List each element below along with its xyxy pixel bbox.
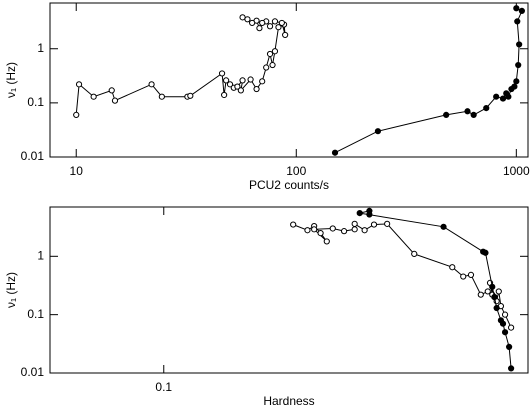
series-line xyxy=(334,7,523,154)
data-point xyxy=(249,19,256,27)
x-axis-label: Hardness xyxy=(263,394,314,407)
data-point xyxy=(73,111,80,118)
data-point xyxy=(263,64,270,71)
data-point xyxy=(90,93,97,100)
data-point xyxy=(491,293,498,301)
y-tick-label: 0.1 xyxy=(27,307,44,321)
data-point xyxy=(226,81,234,88)
data-point xyxy=(506,343,513,351)
data-point xyxy=(501,311,509,318)
data-point xyxy=(356,210,363,217)
data-point xyxy=(148,81,155,88)
data-point xyxy=(477,291,484,298)
data-point xyxy=(514,18,521,25)
data-point xyxy=(493,304,500,312)
data-point xyxy=(282,31,289,39)
data-point xyxy=(271,48,279,55)
x-tick-label: 0.1 xyxy=(155,380,172,394)
data-point xyxy=(223,77,230,84)
data-point xyxy=(499,95,507,102)
data-point xyxy=(484,288,491,295)
data-point xyxy=(511,83,518,90)
data-point xyxy=(259,19,266,27)
data-point xyxy=(253,85,260,93)
y-axis-label: ν₁ (Hz) xyxy=(4,272,18,308)
data-point xyxy=(505,93,512,100)
x-tick-label: 100 xyxy=(286,164,306,178)
data-point xyxy=(239,77,246,84)
data-point xyxy=(440,223,447,230)
y-tick-label: 0.01 xyxy=(21,149,45,163)
data-point xyxy=(443,111,450,118)
data-point xyxy=(384,220,391,227)
data-point xyxy=(269,61,276,69)
data-point xyxy=(467,271,475,279)
data-point xyxy=(108,87,115,94)
data-point xyxy=(495,288,502,295)
data-point xyxy=(266,50,274,58)
data-point xyxy=(499,320,507,327)
data-point xyxy=(278,19,285,27)
data-point xyxy=(266,23,274,30)
data-point xyxy=(464,108,471,115)
data-point xyxy=(516,41,523,48)
data-point xyxy=(323,238,330,245)
data-point xyxy=(340,228,348,235)
data-point xyxy=(259,78,266,85)
series-line xyxy=(75,16,286,115)
data-point xyxy=(311,226,318,233)
data-point xyxy=(482,249,489,256)
plot-frame xyxy=(49,206,529,374)
data-point xyxy=(493,93,500,100)
data-point xyxy=(515,61,522,69)
data-point xyxy=(329,225,336,232)
data-point xyxy=(271,18,279,25)
data-point xyxy=(221,91,228,99)
data-point xyxy=(158,93,165,100)
data-point xyxy=(449,264,456,271)
data-point xyxy=(483,105,490,112)
data-point xyxy=(304,227,311,234)
data-point xyxy=(290,221,297,228)
x-tick-label: 1000 xyxy=(503,164,530,178)
data-point xyxy=(470,111,477,118)
x-axis-label: PCU2 counts/s xyxy=(249,178,329,192)
plot-frame xyxy=(49,2,529,158)
data-point xyxy=(247,76,254,83)
data-point xyxy=(361,227,368,234)
data-point xyxy=(508,324,515,331)
data-point xyxy=(411,250,418,257)
data-point xyxy=(111,97,119,104)
data-point xyxy=(366,207,373,215)
data-point xyxy=(256,25,263,32)
data-point xyxy=(351,220,358,227)
data-point xyxy=(513,78,520,85)
data-point xyxy=(234,83,241,90)
data-point xyxy=(513,5,520,12)
data-point xyxy=(518,7,525,15)
data-point xyxy=(489,283,496,290)
data-point xyxy=(501,329,509,336)
data-point xyxy=(317,229,324,237)
data-point xyxy=(351,226,358,233)
data-point xyxy=(275,24,282,31)
x-tick-label: 10 xyxy=(70,164,84,178)
y-tick-label: 0.01 xyxy=(21,365,45,379)
y-axis-label: ν₁ (Hz) xyxy=(4,62,18,98)
data-point xyxy=(460,273,467,280)
data-point xyxy=(508,365,515,372)
data-point xyxy=(75,81,83,88)
data-point xyxy=(374,128,382,135)
data-point xyxy=(218,70,226,77)
y-tick-label: 0.1 xyxy=(27,95,44,109)
y-tick-label: 1 xyxy=(37,248,44,262)
data-point xyxy=(370,221,378,228)
data-point xyxy=(187,92,194,99)
data-point xyxy=(239,14,246,21)
data-point xyxy=(237,87,244,94)
y-tick-label: 1 xyxy=(37,41,44,55)
data-point xyxy=(331,149,339,156)
